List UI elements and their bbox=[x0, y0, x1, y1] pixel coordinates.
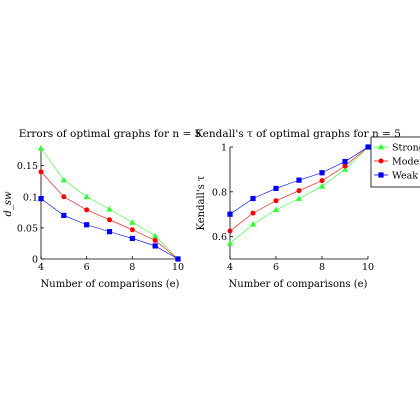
errors-chart-ylabel: d_sw bbox=[3, 191, 14, 217]
kendall-series-strong-point bbox=[295, 195, 303, 201]
kendall-series-moderate-point bbox=[342, 163, 348, 169]
kendall-x-tick-label: 6 bbox=[273, 262, 279, 273]
errors-series-weak-point bbox=[84, 222, 90, 228]
errors-series-strong-point bbox=[129, 219, 136, 225]
kendall-series-strong-point bbox=[249, 221, 257, 227]
errors-series-weak-point bbox=[61, 212, 67, 219]
errors-x-tick-label: 8 bbox=[129, 262, 135, 273]
legend: Strong Moderate Weak bbox=[370, 136, 420, 188]
errors-series-strong-point bbox=[151, 232, 159, 239]
kendall-chart-ylabel: Kendall's τ bbox=[196, 175, 207, 230]
kendall-series-moderate-point bbox=[273, 198, 279, 204]
kendall-x-tick-label: 8 bbox=[319, 262, 325, 273]
kendall-x-tick-label: 10 bbox=[362, 262, 374, 273]
legend-strong-swatch-marker bbox=[377, 143, 385, 150]
kendall-series-weak-point bbox=[273, 185, 279, 192]
kendall-y-tick-label: 0.6 bbox=[212, 232, 227, 243]
errors-series-strong-point bbox=[83, 193, 90, 200]
errors-series-moderate-point bbox=[152, 237, 158, 243]
errors-series-weak-point bbox=[106, 229, 113, 235]
kendall-chart-xlabel: Number of comparisons (e) bbox=[229, 279, 368, 290]
legend-strong-label: Strong bbox=[392, 143, 420, 154]
errors-x-tick-label: 10 bbox=[172, 262, 184, 273]
errors-y-tick-label: 0 bbox=[32, 255, 38, 266]
legend-moderate-swatch-marker bbox=[378, 158, 384, 164]
errors-series-strong-point bbox=[37, 145, 45, 151]
kendall-series-weak-point bbox=[365, 144, 371, 150]
errors-series-moderate-point bbox=[38, 169, 44, 175]
kendall-series-moderate-point bbox=[227, 228, 233, 234]
errors-series-moderate-point bbox=[84, 207, 90, 213]
errors-y-tick-label: 0.1 bbox=[23, 192, 38, 203]
kendall-x-tick-label: 4 bbox=[227, 262, 233, 273]
kendall-series-moderate-point bbox=[319, 178, 325, 184]
errors-series-strong-point bbox=[106, 206, 113, 212]
legend-moderate-label: Moderate bbox=[392, 157, 420, 168]
errors-series-weak-point bbox=[152, 243, 158, 249]
errors-series-moderate-point bbox=[61, 194, 67, 200]
errors-y-tick-label: 0.15 bbox=[17, 161, 38, 172]
kendall-series-strong-point bbox=[318, 183, 326, 189]
errors-chart: Errors of optimal graphs for n = 5 Numbe… bbox=[3, 128, 201, 290]
kendall-series-weak-point bbox=[342, 158, 348, 165]
kendall-series-strong-point bbox=[341, 166, 349, 172]
kendall-series-strong-point bbox=[226, 240, 234, 246]
kendall-chart-title: Kendall's τ of optimal graphs for n = 5 bbox=[195, 128, 401, 140]
kendall-y-tick-label: 0.8 bbox=[212, 187, 227, 198]
errors-series-weak-point bbox=[129, 235, 135, 242]
kendall-series-weak-point bbox=[227, 211, 233, 217]
errors-series-moderate-point bbox=[107, 217, 112, 223]
errors-chart-xlabel: Number of comparisons (e) bbox=[41, 279, 180, 290]
legend-weak-label: Weak bbox=[392, 171, 418, 182]
kendall-chart: Kendall's τ of optimal graphs for n = 5 … bbox=[195, 128, 420, 290]
errors-series-weak-point bbox=[175, 256, 181, 262]
kendall-series-strong-point bbox=[272, 206, 280, 213]
legend-weak-swatch-marker bbox=[378, 172, 384, 178]
errors-series-moderate-point bbox=[129, 227, 135, 233]
errors-chart-title: Errors of optimal graphs for n = 5 bbox=[19, 128, 202, 140]
errors-series-weak-point bbox=[38, 196, 44, 202]
kendall-series-moderate-point bbox=[296, 188, 302, 194]
errors-series-strong-point bbox=[60, 176, 68, 183]
kendall-series-weak-point bbox=[250, 195, 256, 202]
errors-x-tick-label: 6 bbox=[84, 262, 90, 273]
kendall-y-tick-label: 1 bbox=[221, 143, 227, 154]
kendall-series-weak-point bbox=[296, 177, 302, 183]
errors-y-tick-label: 0.05 bbox=[17, 223, 38, 234]
kendall-series-weak-point bbox=[319, 170, 325, 176]
errors-x-tick-label: 4 bbox=[38, 262, 44, 273]
kendall-series-moderate-point bbox=[250, 210, 256, 216]
